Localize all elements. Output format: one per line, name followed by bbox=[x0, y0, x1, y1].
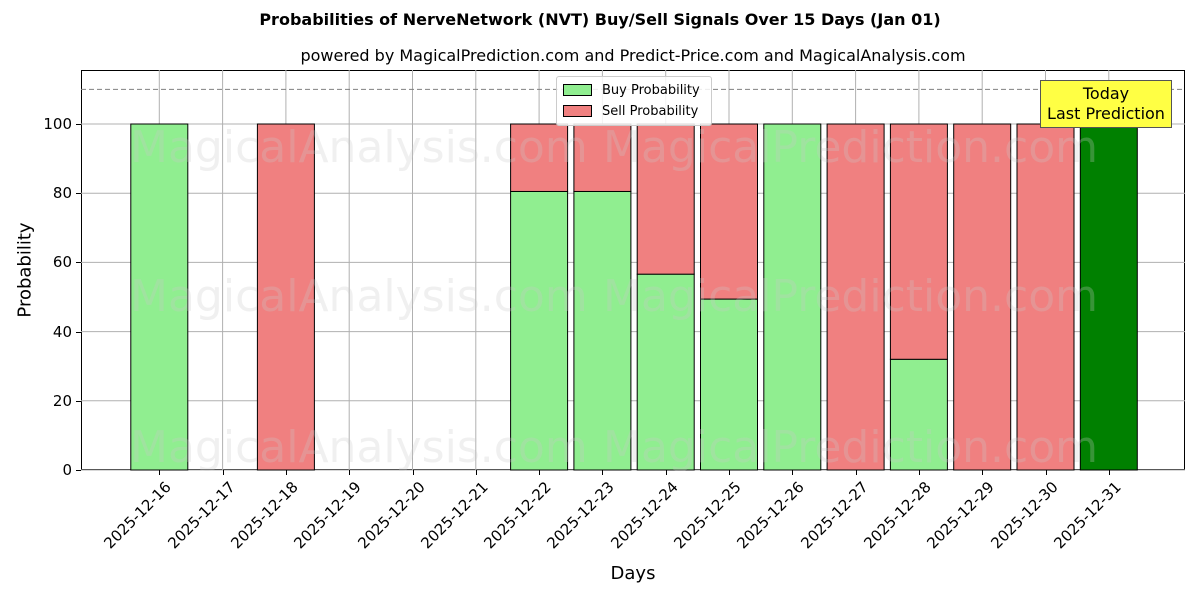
x-tick-mark bbox=[982, 470, 984, 475]
chart-subtitle: powered by MagicalPrediction.com and Pre… bbox=[300, 46, 966, 65]
y-tick-mark bbox=[76, 331, 81, 333]
y-tick-label: 100 bbox=[43, 115, 72, 133]
today-annotation-line1: Today bbox=[1082, 84, 1130, 103]
y-tick-label: 40 bbox=[52, 322, 72, 341]
legend-item-sell: Sell Probability bbox=[563, 103, 698, 119]
bar-sell bbox=[573, 123, 632, 192]
y-tick-label: 0 bbox=[62, 461, 72, 479]
bar-buy bbox=[510, 190, 569, 471]
today-annotation-line2: Last Prediction bbox=[1047, 104, 1165, 123]
buy-swatch-icon bbox=[563, 84, 592, 96]
x-tick-mark bbox=[729, 470, 730, 475]
y-tick-mark bbox=[76, 470, 81, 471]
watermark-text: MagicalAnalysis.com bbox=[130, 422, 588, 473]
x-tick-mark bbox=[222, 470, 224, 475]
watermark-text: MagicalPrediction.com bbox=[603, 122, 1098, 173]
bar-sell bbox=[700, 123, 758, 300]
x-tick-mark bbox=[539, 470, 541, 475]
bar-sell bbox=[889, 123, 948, 360]
bar-sell bbox=[826, 123, 885, 471]
watermark-text: MagicalPrediction.com bbox=[603, 271, 1098, 322]
y-tick-mark bbox=[76, 193, 81, 195]
legend-buy-label: Buy Probability bbox=[602, 82, 700, 98]
y-tick-mark bbox=[76, 262, 81, 264]
bar-buy bbox=[636, 273, 695, 471]
x-tick-mark bbox=[665, 470, 667, 475]
watermark-text: MagicalAnalysis.com bbox=[130, 122, 588, 173]
bar-buy bbox=[573, 190, 632, 471]
x-tick-mark bbox=[1108, 470, 1110, 475]
x-tick-mark bbox=[285, 470, 287, 475]
y-tick-label: 60 bbox=[52, 253, 72, 272]
bar-sell bbox=[636, 123, 695, 275]
bar-buy bbox=[130, 123, 189, 471]
x-tick-mark bbox=[349, 470, 351, 475]
legend: Buy Probability Sell Probability bbox=[556, 76, 712, 126]
sell-swatch-icon bbox=[563, 105, 592, 117]
y-tick-label: 80 bbox=[52, 184, 72, 203]
bar-sell bbox=[510, 123, 569, 192]
x-tick-mark bbox=[918, 470, 920, 475]
x-tick-mark bbox=[792, 470, 794, 475]
bar-sell bbox=[256, 123, 315, 471]
x-tick-mark bbox=[855, 470, 857, 475]
legend-item-buy: Buy Probability bbox=[563, 82, 700, 98]
x-tick-mark bbox=[1045, 470, 1047, 475]
bar-sell bbox=[953, 123, 1012, 471]
x-tick-mark bbox=[475, 470, 477, 475]
bar-buy bbox=[700, 298, 758, 471]
chart-title: Probabilities of NerveNetwork (NVT) Buy/… bbox=[259, 10, 941, 29]
x-tick-mark bbox=[602, 470, 604, 475]
bar-buy bbox=[763, 123, 822, 471]
legend-sell-label: Sell Probability bbox=[602, 103, 699, 119]
watermark-text: MagicalPrediction.com bbox=[603, 422, 1098, 473]
x-tick-mark bbox=[412, 470, 414, 475]
y-tick-label: 20 bbox=[52, 391, 72, 410]
y-tick-mark bbox=[76, 124, 81, 125]
watermark-text: MagicalAnalysis.com bbox=[130, 271, 588, 322]
bar-today bbox=[1079, 123, 1138, 471]
x-axis-label: Days bbox=[610, 563, 656, 584]
today-annotation: Today Last Prediction bbox=[1040, 80, 1172, 128]
y-tick-mark bbox=[76, 400, 81, 402]
bar-sell bbox=[1016, 123, 1075, 471]
x-tick-mark bbox=[159, 470, 161, 475]
